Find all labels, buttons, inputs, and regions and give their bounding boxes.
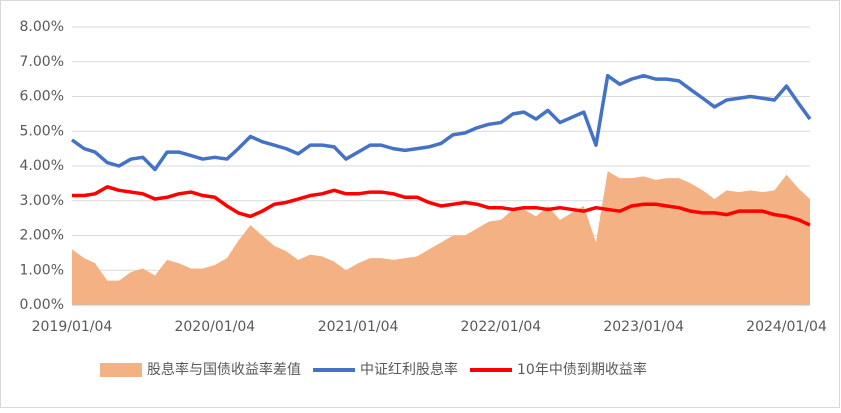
y-tick-label: 1.00% xyxy=(20,262,64,278)
x-tick-label: 2023/01/04 xyxy=(603,319,684,335)
y-tick-label: 3.00% xyxy=(20,193,64,209)
y-tick-label: 0.00% xyxy=(20,297,64,313)
y-tick-label: 7.00% xyxy=(20,54,64,70)
area xyxy=(72,171,810,305)
legend-swatch xyxy=(100,363,142,377)
y-tick-label: 8.00% xyxy=(20,19,64,35)
legend-label: 10年中债到期收益率 xyxy=(517,361,647,378)
y-tick-label: 4.00% xyxy=(20,158,64,174)
y-tick-label: 5.00% xyxy=(20,123,64,139)
x-tick-label: 2024/01/04 xyxy=(746,319,827,335)
x-tick-label: 2022/01/04 xyxy=(461,319,542,335)
y-tick-label: 2.00% xyxy=(20,228,64,244)
line xyxy=(72,185,811,227)
line xyxy=(70,73,812,172)
x-tick-label: 2019/01/04 xyxy=(32,319,113,335)
legend-label: 中证红利股息率 xyxy=(360,361,458,378)
x-tick-label: 2020/01/04 xyxy=(174,319,255,335)
legend-label: 股息率与国债收益率差值 xyxy=(147,361,301,378)
y-tick-label: 6.00% xyxy=(20,89,64,105)
x-tick-label: 2021/01/04 xyxy=(318,319,399,335)
